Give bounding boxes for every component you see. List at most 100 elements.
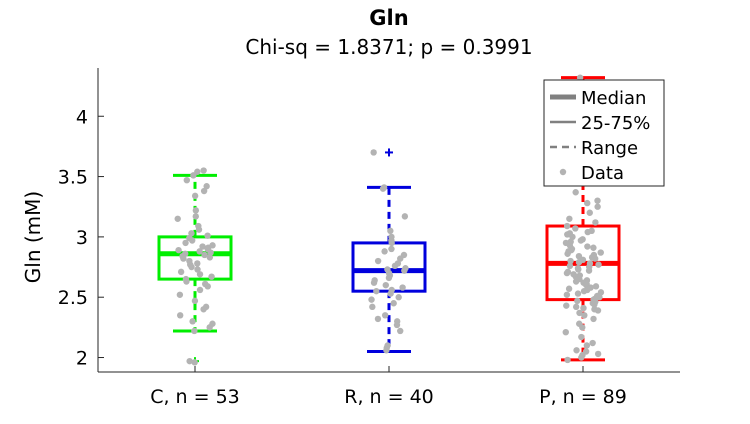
data-point	[195, 226, 203, 233]
data-point	[562, 328, 569, 336]
data-point	[594, 307, 602, 314]
box-group-1	[351, 148, 427, 354]
data-point	[576, 74, 584, 81]
data-point	[186, 357, 193, 365]
data-point	[564, 250, 571, 257]
data-point	[177, 268, 185, 276]
data-point	[578, 333, 585, 341]
y-axis-label: Gln (mM)	[21, 191, 45, 283]
data-point	[572, 189, 579, 196]
data-point	[397, 327, 404, 335]
data-point	[370, 149, 377, 156]
data-point	[207, 249, 214, 256]
y-tick-label: 4	[76, 106, 88, 128]
data-point	[192, 207, 200, 214]
data-point	[591, 255, 599, 262]
data-point	[401, 213, 409, 220]
data-point	[188, 230, 195, 237]
data-point	[191, 359, 198, 366]
data-point	[586, 209, 593, 216]
data-point	[594, 197, 601, 204]
data-point	[191, 297, 199, 305]
data-point	[176, 312, 184, 319]
data-point	[174, 215, 181, 222]
axes: 2 2.5 3 3.5 4 C, n = 53 R, n = 40 P, n = 89	[58, 68, 680, 408]
data-point	[388, 239, 395, 247]
data-point	[191, 327, 198, 335]
data-point	[564, 231, 571, 238]
data-point	[204, 232, 211, 239]
data-point	[563, 302, 570, 309]
data-point	[574, 297, 581, 305]
data-point	[567, 257, 574, 265]
data-point	[592, 283, 600, 290]
data-point	[395, 294, 402, 301]
data-point	[577, 237, 585, 244]
data-point	[576, 309, 583, 317]
data-point	[585, 267, 593, 274]
data-point	[387, 290, 394, 297]
box-iqr	[157, 235, 233, 281]
data-point	[580, 304, 587, 312]
data-point	[191, 192, 199, 200]
data-point	[580, 287, 588, 295]
data-point	[370, 279, 378, 286]
data-point	[575, 266, 582, 273]
data-point	[381, 248, 388, 255]
data-point	[578, 354, 585, 361]
data-point	[196, 271, 204, 278]
data-point	[189, 318, 196, 325]
data-point	[382, 281, 389, 289]
y-tick-label: 3	[76, 227, 88, 249]
data-point	[182, 239, 189, 247]
data-point	[589, 339, 596, 347]
box-group-2	[545, 74, 621, 364]
plot-area	[157, 74, 621, 366]
data-point	[590, 315, 597, 323]
data-point	[563, 291, 571, 298]
data-point	[194, 266, 201, 273]
data-point	[204, 283, 211, 290]
data-point	[575, 259, 583, 266]
data-point	[201, 251, 208, 259]
data-point	[566, 262, 574, 270]
data-point	[196, 248, 203, 255]
data-point	[183, 278, 190, 285]
data-point	[563, 269, 571, 277]
data-point	[581, 312, 588, 319]
chart-subtitle: Chi-sq = 1.8371; p = 0.3991	[245, 35, 532, 59]
data-point	[379, 185, 387, 192]
data-point	[189, 237, 196, 244]
data-point	[196, 286, 204, 294]
data-point	[183, 176, 191, 184]
data-point	[563, 222, 571, 230]
data-point	[584, 243, 591, 250]
data-point	[374, 315, 382, 323]
y-tick-label: 2.5	[58, 287, 88, 309]
data-point	[579, 324, 586, 331]
data-point	[373, 287, 380, 295]
data-point	[572, 225, 579, 232]
legend-entry-label: Range	[581, 138, 638, 159]
data-point	[594, 203, 601, 210]
data-point	[564, 356, 571, 364]
data-point	[572, 303, 580, 311]
data-point	[573, 347, 580, 354]
data-point	[200, 306, 207, 313]
data-point	[574, 290, 582, 297]
data-point	[383, 347, 390, 354]
data-point	[206, 254, 214, 261]
data-point	[566, 215, 573, 222]
data-point	[374, 257, 382, 265]
data-point	[188, 263, 195, 271]
data-point	[401, 267, 408, 274]
data-point	[200, 167, 207, 174]
data-point	[590, 244, 597, 251]
data-point	[399, 284, 406, 291]
data-point	[190, 172, 197, 179]
data-point	[597, 249, 604, 256]
data-point	[175, 246, 182, 254]
data-point	[369, 303, 376, 311]
data-point	[595, 261, 602, 268]
